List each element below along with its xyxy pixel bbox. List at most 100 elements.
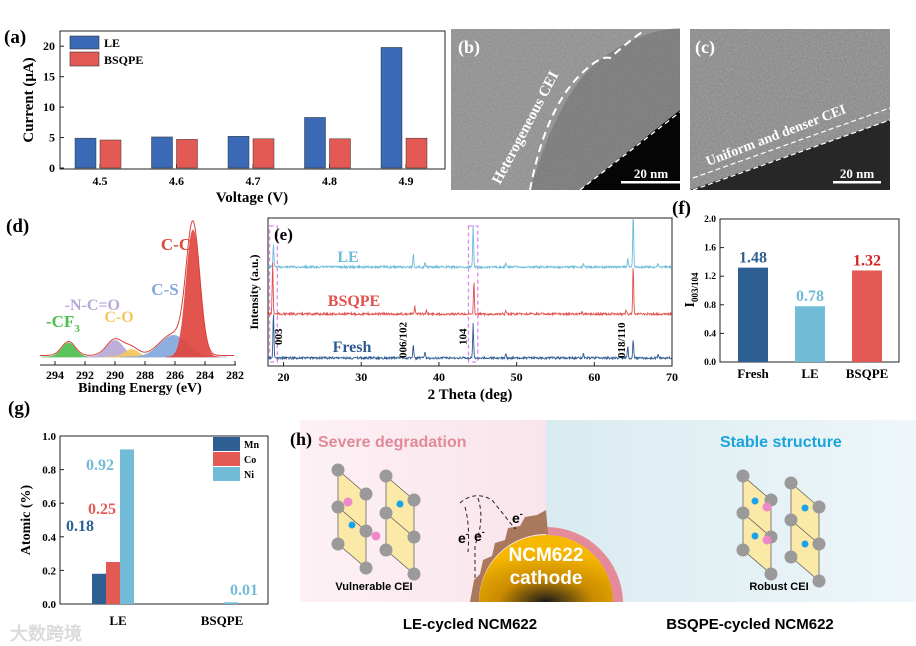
- x-axis-title-e: 2 Theta (deg): [428, 387, 513, 403]
- bar-le: [151, 136, 173, 169]
- highlight-box: [268, 225, 278, 363]
- transition-metal-atom: [801, 540, 809, 548]
- y-tick-label-a: 15: [43, 70, 55, 84]
- electron-symbol: e: [474, 528, 482, 544]
- oxygen-atom: [379, 543, 393, 557]
- legend-label-ni: Ni: [244, 470, 254, 481]
- oxygen-atom: [379, 469, 393, 483]
- y-tick-label-g: 0.4: [42, 532, 56, 544]
- scale-bar-label-c: 20 nm: [840, 166, 874, 181]
- highlight-box: [467, 225, 479, 363]
- legend-label-mn: Mn: [244, 440, 259, 451]
- oxygen-atom: [736, 469, 750, 483]
- x-tick-label-e: 20: [278, 370, 290, 384]
- cf3-main: -CF: [46, 312, 74, 331]
- y-tick-label-f: 0.4: [704, 329, 716, 339]
- data-label-le: 0.78: [796, 288, 824, 305]
- oxygen-atom: [407, 530, 421, 544]
- vulnerable-cei-layer: [470, 510, 548, 602]
- bar-bsqpe: [329, 138, 351, 169]
- transition-metal-atom: [751, 532, 759, 540]
- data-label-fresh: 1.48: [739, 250, 767, 267]
- y-tick-label-a: 5: [49, 131, 55, 145]
- oxygen-atom: [812, 574, 826, 588]
- bar-bsqpe: [852, 270, 882, 362]
- panel-g: (g) 0.0 0.2 0.4 0.6 0.8 1.0 LE BSQPE 0.180.25 0.9…: [8, 398, 269, 628]
- y-axis-title-g: Atomic (%): [19, 484, 34, 555]
- data-label-mn: 0.18: [66, 518, 94, 535]
- y-tick-label-g: 1.0: [42, 431, 56, 443]
- x-axis-title-a: Voltage (V): [216, 190, 288, 206]
- oxygen-atom: [359, 524, 373, 538]
- electron-label-2: e-: [458, 529, 469, 546]
- electron-charge: -: [466, 529, 469, 539]
- panel-label-g: (g): [8, 398, 30, 419]
- x-tick-label-d: 286: [166, 368, 184, 382]
- cf3-subscript: 3: [74, 323, 80, 335]
- panel-label-a: (a): [4, 27, 26, 48]
- electron-path-3: [464, 506, 470, 553]
- y-tick-label-f: 1.6: [704, 244, 716, 254]
- lithium-ion: [762, 535, 772, 545]
- peak-label-c-c: C-C: [161, 235, 191, 254]
- legend-swatch-ni: [213, 467, 240, 481]
- oxygen-atom: [379, 506, 393, 520]
- bar-le: [304, 117, 326, 169]
- electron-charge: -: [520, 509, 523, 519]
- x-tick-label-a: 4.6: [169, 174, 184, 188]
- y-tick-label-f: 0.0: [704, 358, 716, 368]
- legend-label-co: Co: [244, 455, 256, 466]
- x-tick-label-a: 4.9: [399, 174, 414, 188]
- panel-label-d: (d): [6, 216, 29, 237]
- y-axis-title-e: Intensity (a.u.): [247, 254, 261, 329]
- x-tick-label-d: 292: [76, 368, 94, 382]
- bar-le: [74, 137, 97, 169]
- xrd-trace-le: [267, 218, 673, 270]
- oxygen-atom: [407, 567, 421, 581]
- oxygen-atom: [784, 550, 798, 564]
- y-title-main-f: I: [683, 302, 698, 307]
- bar-le: [380, 47, 403, 169]
- oxygen-atom: [331, 537, 345, 551]
- panel-d: (d) 294 292 290 288 286 284 282 C-C C-S C-O -N…: [6, 216, 244, 396]
- panel-b-tem-image: (b) Heterogeneous CEI 20 nm: [451, 28, 681, 191]
- peak-label-n-c-o: -N-C=O: [65, 297, 120, 314]
- x-tick-label-d: 282: [226, 368, 244, 382]
- layered-lattice: [379, 469, 421, 581]
- legend-swatch-le: [69, 35, 100, 50]
- vulnerable-cei-label: Vulnerable CEI: [335, 581, 412, 593]
- x-tick-label-a: 4.7: [246, 174, 261, 188]
- x-tick-label-f: LE: [801, 366, 818, 381]
- oxygen-atom: [784, 476, 798, 490]
- y-axis-title-a: Current (μA): [21, 57, 37, 142]
- oxygen-atom: [812, 500, 826, 514]
- left-title: Severe degradation: [318, 434, 467, 451]
- peak-label-cf3: -CF3: [46, 312, 80, 335]
- bar-le: [227, 136, 250, 169]
- series-label-bsqpe: BSQPE: [328, 293, 380, 310]
- peak-label-c-o: C-O: [104, 309, 133, 326]
- data-label-co: 0.25: [88, 501, 116, 518]
- legend-label-bsqpe: BSQPE: [104, 53, 143, 67]
- y-tick-label-g: 0.8: [42, 465, 56, 477]
- panel-label-e: (e): [274, 225, 293, 244]
- y-tick-label-g: 0.2: [42, 565, 56, 577]
- data-label-ni: 0.01: [230, 582, 258, 599]
- oxygen-atom: [331, 463, 345, 477]
- left-caption: LE-cycled NCM622: [403, 616, 537, 633]
- oxygen-atom: [736, 506, 750, 520]
- series-label-le: LE: [337, 249, 358, 266]
- x-axis-title-d: Binding Energy (eV): [78, 381, 202, 396]
- scale-bar-label-b: 20 nm: [634, 166, 668, 181]
- x-tick-label-f: BSQPE: [846, 366, 889, 381]
- bar-fresh: [738, 267, 768, 362]
- x-tick-label-e: 60: [588, 370, 600, 384]
- bar-ni: [120, 449, 134, 604]
- bar-mn: [92, 573, 106, 604]
- x-tick-label-e: 50: [511, 370, 523, 384]
- plot-frame-g: [59, 435, 269, 605]
- peak-index-label: 104: [457, 328, 469, 345]
